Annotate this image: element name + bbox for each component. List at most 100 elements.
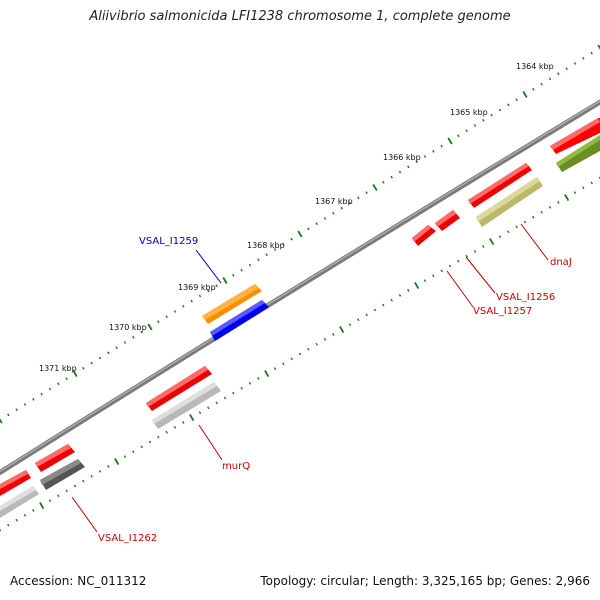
outer-ruler-minor-tick: [415, 160, 418, 164]
outer-ruler-minor-tick: [273, 248, 277, 251]
outer-ruler-ticks: [0, 44, 600, 424]
gene-feature-dnaj[interactable]: [476, 177, 543, 227]
inner-ruler-minor-tick: [540, 210, 543, 214]
inner-ruler-major-tick: [39, 502, 45, 510]
inner-ruler-minor-tick: [207, 406, 210, 410]
inner-ruler-minor-tick: [257, 377, 260, 380]
gene-label-vsal-i1257[interactable]: VSAL_I1257: [473, 306, 532, 317]
gene-feature-vsal-i1262[interactable]: [40, 459, 85, 490]
gene-label-vsal-i1262[interactable]: VSAL_I1262: [98, 533, 157, 544]
inner-ruler-ticks: [0, 176, 600, 532]
inner-ruler-minor-tick: [73, 484, 77, 488]
inner-ruler-minor-tick: [382, 303, 385, 307]
inner-ruler-major-tick: [414, 282, 420, 290]
gene-feature-murq-red[interactable]: [146, 366, 212, 411]
gene-label-vsal-i1259[interactable]: VSAL_I1259: [139, 236, 198, 247]
ruler-label-1364: 1364 kbp: [516, 62, 554, 71]
outer-ruler-minor-tick: [557, 72, 560, 76]
gene-feature-top-right-red[interactable]: [550, 118, 600, 154]
outer-ruler-minor-tick: [98, 356, 102, 360]
inner-ruler-minor-tick: [157, 435, 160, 439]
outer-ruler-minor-tick: [540, 82, 543, 86]
gene-feature-left-red[interactable]: [0, 470, 31, 496]
inner-ruler-major-tick: [489, 238, 495, 246]
ruler-label-1371: 1371 kbp: [39, 364, 77, 373]
gene-feature-vsal-i1256[interactable]: [435, 210, 460, 231]
gene-feature-vsal-i1257[interactable]: [412, 225, 436, 246]
inner-ruler-minor-tick: [57, 494, 60, 498]
gene-feature-orange[interactable]: [202, 284, 262, 324]
inner-ruler-minor-tick: [98, 469, 102, 473]
gene-feature-dnaj-red[interactable]: [468, 163, 532, 208]
outer-ruler-minor-tick: [123, 341, 127, 344]
inner-ruler-minor-tick: [482, 245, 485, 248]
outer-ruler-major-tick: [597, 44, 600, 50]
chromosome-backbone-highlight: [0, 100, 600, 473]
inner-ruler-minor-tick: [323, 337, 327, 341]
gene-feature-dark-olive[interactable]: [556, 135, 600, 172]
gene-label-dnaj[interactable]: dnaJ: [550, 257, 572, 268]
outer-ruler-major-tick: [222, 277, 228, 284]
inner-ruler-minor-tick: [332, 333, 335, 336]
outer-ruler-major-tick: [0, 418, 3, 424]
gene-feature-vsal-i1262-red[interactable]: [35, 444, 75, 472]
inner-ruler-minor-tick: [398, 293, 402, 297]
callout-line-vsal-i1262: [71, 496, 98, 533]
gene-label-vsal-i1256[interactable]: VSAL_I1256: [496, 292, 555, 303]
outer-ruler-minor-tick: [132, 335, 135, 339]
inner-ruler-minor-tick: [557, 201, 560, 204]
gene-feature-murq[interactable]: [152, 382, 221, 429]
inner-ruler-minor-tick: [423, 279, 427, 283]
outer-ruler-minor-tick: [48, 387, 52, 391]
outer-ruler-minor-tick: [532, 87, 535, 91]
outer-ruler-minor-tick: [590, 51, 593, 55]
inner-ruler-major-tick: [189, 414, 195, 422]
inner-ruler-minor-tick: [23, 513, 27, 517]
outer-ruler-minor-tick: [423, 155, 427, 158]
outer-ruler-minor-tick: [82, 366, 85, 370]
outer-ruler-minor-tick: [32, 397, 35, 401]
inner-ruler-minor-tick: [498, 235, 502, 239]
outer-ruler-major-tick: [297, 230, 303, 238]
inner-ruler-minor-tick: [307, 347, 310, 351]
inner-ruler-minor-tick: [223, 396, 227, 400]
outer-ruler-minor-tick: [565, 67, 568, 71]
outer-ruler-minor-tick: [215, 284, 218, 288]
callout-line-dnaj: [520, 223, 549, 261]
outer-ruler-minor-tick: [157, 320, 160, 324]
inner-ruler-minor-tick: [448, 264, 452, 268]
inner-ruler-minor-tick: [90, 474, 93, 478]
outer-ruler-minor-tick: [290, 237, 293, 241]
inner-ruler-minor-tick: [290, 357, 293, 361]
outer-ruler-minor-tick: [7, 413, 10, 417]
outer-ruler-minor-tick: [357, 196, 360, 200]
outer-ruler-minor-tick: [340, 206, 343, 210]
outer-ruler-major-tick: [447, 137, 453, 145]
inner-ruler-minor-tick: [590, 181, 593, 185]
outer-ruler-minor-tick: [240, 268, 243, 272]
outer-ruler-minor-tick: [490, 113, 493, 117]
inner-ruler-minor-tick: [82, 479, 85, 483]
outer-ruler-minor-tick: [173, 310, 177, 313]
outer-ruler-minor-tick: [482, 118, 485, 122]
outer-ruler-minor-tick: [432, 149, 435, 153]
inner-ruler-minor-tick: [123, 455, 127, 459]
gene-feature-left-gray[interactable]: [0, 486, 39, 518]
gene-feature-vsal-i1259[interactable]: [210, 300, 269, 341]
inner-ruler-minor-tick: [107, 465, 110, 468]
inner-ruler-minor-tick: [440, 269, 443, 273]
inner-ruler-minor-tick: [523, 220, 527, 224]
inner-ruler-minor-tick: [232, 391, 235, 395]
inner-ruler-major-tick: [114, 458, 120, 466]
inner-ruler-minor-tick: [348, 323, 352, 327]
inner-ruler-minor-tick: [515, 225, 518, 229]
inner-ruler-minor-tick: [215, 401, 218, 405]
gene-label-murq[interactable]: murQ: [222, 461, 250, 472]
outer-ruler-minor-tick: [582, 56, 585, 60]
inner-ruler-minor-tick: [365, 313, 368, 317]
inner-ruler-minor-tick: [532, 215, 535, 219]
outer-ruler-minor-tick: [198, 294, 202, 298]
inner-ruler-minor-tick: [373, 308, 377, 312]
